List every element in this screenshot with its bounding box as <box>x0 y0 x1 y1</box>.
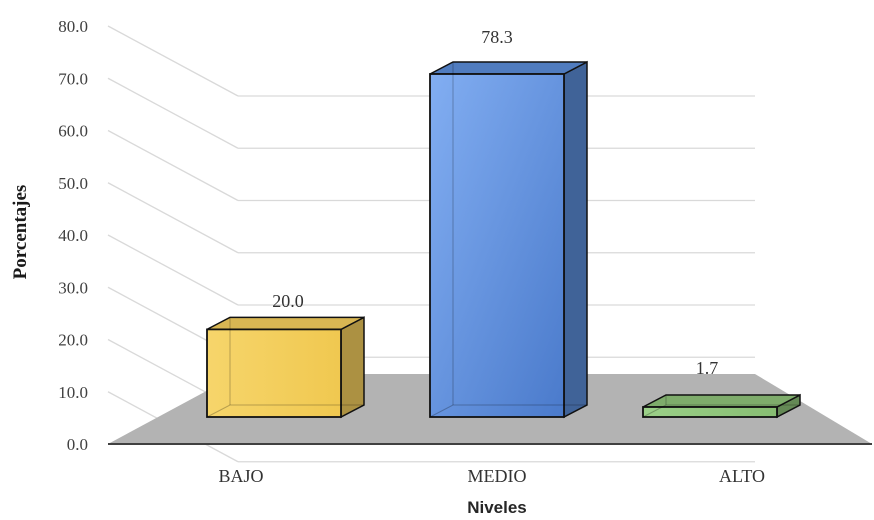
bar-hidden-edge <box>642 404 800 418</box>
bar-bajo <box>206 316 365 419</box>
data-label: 20.0 <box>272 291 304 311</box>
bar-front-face <box>206 328 342 418</box>
bar-side-face <box>563 60 588 419</box>
data-label: 1.7 <box>696 358 719 378</box>
y-tick-label: 80.0 <box>58 17 88 36</box>
bar-hidden-edge <box>206 404 364 418</box>
y-axis-title: Porcentajes <box>10 185 31 280</box>
x-axis-title: Niveles <box>467 498 527 517</box>
gridline-side <box>107 129 239 202</box>
data-labels: 20.0 78.3 1.7 <box>272 27 718 378</box>
y-tick-label: 10.0 <box>58 383 88 402</box>
x-category-label: BAJO <box>218 466 263 486</box>
y-tick-label: 50.0 <box>58 174 88 193</box>
y-tick-labels: 0.0 10.0 20.0 30.0 40.0 50.0 60.0 70.0 80.0 <box>58 17 88 454</box>
gridline-side <box>107 234 239 306</box>
bar-top-face <box>206 316 365 331</box>
x-category-label: ALTO <box>719 466 765 486</box>
bar-alto <box>642 393 801 419</box>
gridline-side <box>107 77 239 149</box>
y-tick-label: 0.0 <box>67 435 88 454</box>
bar-front-face <box>642 406 778 418</box>
y-tick-label: 30.0 <box>58 278 88 297</box>
bar-top-face <box>429 61 588 75</box>
bar-medio <box>429 60 588 419</box>
bar-hidden-edge <box>429 404 587 418</box>
y-tick-label: 20.0 <box>58 331 88 350</box>
gridline-side <box>107 25 239 97</box>
bar-side-face <box>340 316 365 419</box>
x-category-labels: BAJO MEDIO ALTO <box>218 466 765 486</box>
bar-front-face <box>429 73 565 418</box>
y-tick-label: 40.0 <box>58 226 88 245</box>
y-tick-label: 60.0 <box>58 122 88 141</box>
gridline-side <box>107 182 239 254</box>
data-label: 78.3 <box>481 27 513 47</box>
x-category-label: MEDIO <box>468 466 527 486</box>
y-tick-label: 70.0 <box>58 69 88 88</box>
bars <box>206 60 801 419</box>
